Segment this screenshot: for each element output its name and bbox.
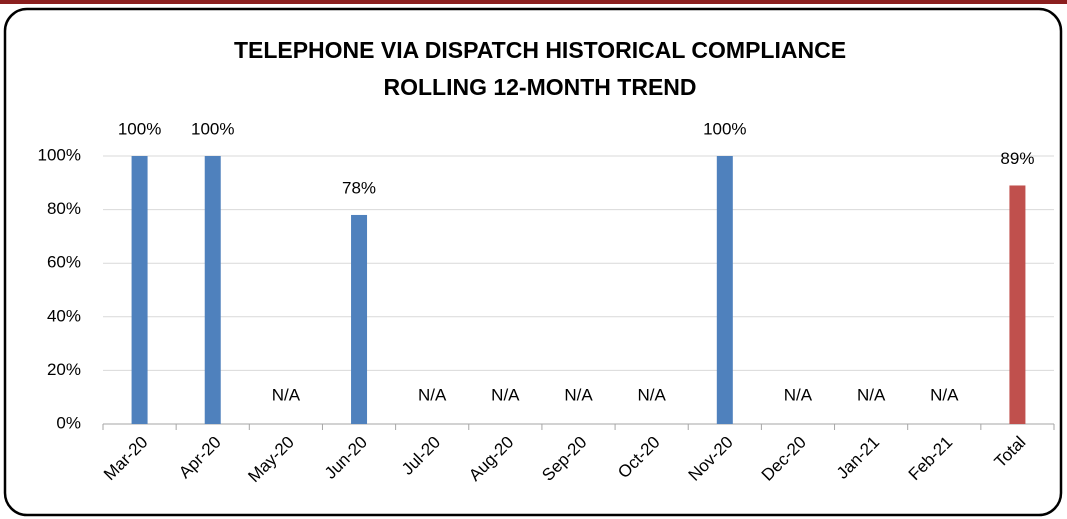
y-tick-label: 20%	[47, 360, 81, 379]
value-label: N/A	[930, 385, 959, 404]
value-label: N/A	[564, 385, 593, 404]
value-label: 78%	[342, 178, 376, 197]
value-label: N/A	[637, 385, 666, 404]
bar	[1009, 185, 1026, 424]
top-band	[0, 0, 1067, 4]
bar	[716, 156, 733, 424]
bar	[351, 214, 368, 424]
value-label: N/A	[418, 385, 447, 404]
value-label: 100%	[191, 119, 234, 138]
frame	[3, 7, 1063, 517]
y-tick-label: 80%	[47, 199, 81, 218]
bar	[204, 156, 221, 424]
value-label: 100%	[703, 119, 746, 138]
value-label: 100%	[118, 119, 161, 138]
y-tick-label: 0%	[56, 413, 81, 432]
chart-title: TELEPHONE VIA DISPATCH HISTORICAL COMPLI…	[234, 37, 846, 63]
value-label: N/A	[491, 385, 520, 404]
y-tick-label: 60%	[47, 253, 81, 272]
y-tick-label: 40%	[47, 306, 81, 325]
value-label: N/A	[784, 385, 813, 404]
bar	[131, 156, 148, 424]
value-label: N/A	[857, 385, 886, 404]
chart-subtitle: ROLLING 12-MONTH TREND	[383, 74, 696, 100]
value-label: N/A	[272, 385, 301, 404]
value-label: 89%	[1000, 149, 1034, 168]
y-tick-label: 100%	[38, 145, 81, 164]
